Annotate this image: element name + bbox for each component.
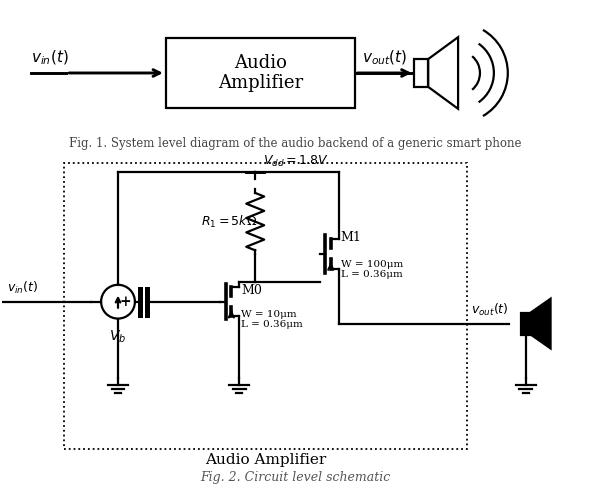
Polygon shape xyxy=(531,299,551,348)
Text: $v_{out}(t)$: $v_{out}(t)$ xyxy=(471,301,509,318)
Text: W = 100μm
L = 0.36μm: W = 100μm L = 0.36μm xyxy=(341,260,403,279)
Text: M1: M1 xyxy=(341,231,362,244)
Bar xyxy=(521,313,531,334)
Text: Fig. 1. System level diagram of the audio backend of a generic smart phone: Fig. 1. System level diagram of the audi… xyxy=(69,137,521,150)
Text: Fig. 2. Circuit level schematic: Fig. 2. Circuit level schematic xyxy=(200,471,390,484)
Bar xyxy=(165,38,355,108)
Text: Audio Amplifier: Audio Amplifier xyxy=(205,453,326,467)
Text: Audio
Amplifier: Audio Amplifier xyxy=(217,53,303,92)
Text: W = 10μm
L = 0.36μm: W = 10μm L = 0.36μm xyxy=(241,310,303,329)
Text: $v_{out}(t)$: $v_{out}(t)$ xyxy=(362,48,407,67)
Text: $V_b$: $V_b$ xyxy=(109,329,126,345)
Text: $V_{dd} = 1.8V$: $V_{dd} = 1.8V$ xyxy=(263,154,329,169)
Text: M0: M0 xyxy=(241,284,262,297)
Text: $v_{in}(t)$: $v_{in}(t)$ xyxy=(7,280,38,296)
Text: $v_{in}(t)$: $v_{in}(t)$ xyxy=(31,48,69,67)
Polygon shape xyxy=(428,37,458,109)
Bar xyxy=(414,59,428,87)
Bar xyxy=(64,164,467,449)
Text: $R_1 = 5k\Omega$: $R_1 = 5k\Omega$ xyxy=(200,213,257,230)
Text: +: + xyxy=(119,295,131,309)
